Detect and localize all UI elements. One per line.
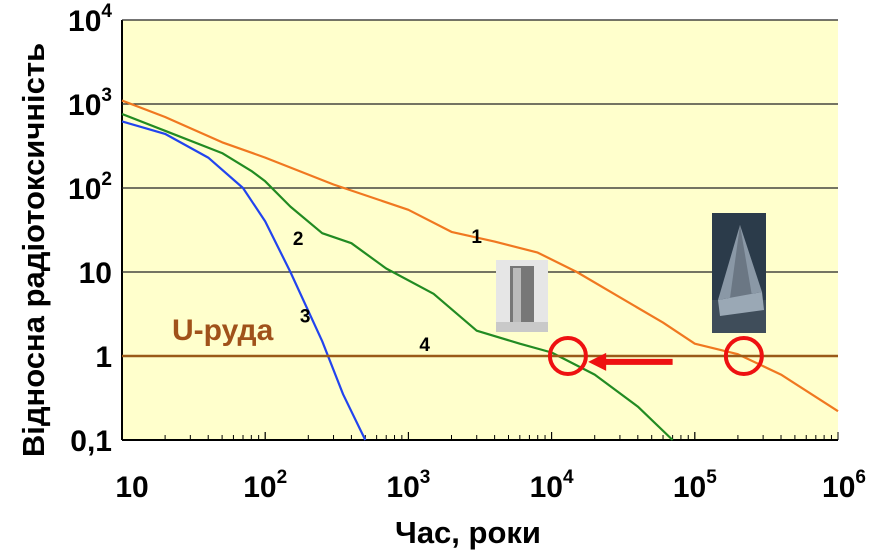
y-tick-label: 102 [68,169,112,206]
y-tick-label: 104 [68,1,112,38]
y-tick-label: 0,1 [70,425,112,458]
curve-label-1: 1 [471,227,482,248]
y-tick-label: 10 [79,257,112,290]
x-axis-title: Час, роки [395,515,541,550]
y-axis-title: Відносна радіотоксичність [16,43,51,457]
series-line-1 [121,99,839,413]
x-tick-label: 106 [822,467,866,504]
curve-label-3: 3 [300,307,311,328]
highlight-circle-2 [723,336,764,376]
x-tick-label: 102 [243,467,287,504]
repository-photo [712,213,766,333]
ore-label: U-руда [172,314,274,347]
x-tick-label: 105 [673,467,717,504]
container-photo [496,260,548,332]
x-tick-label: 104 [530,467,574,504]
series-line-2 [121,112,674,441]
x-tick-label: 103 [386,467,430,504]
y-tick-label: 103 [68,85,112,122]
curve-label-2: 2 [293,229,304,250]
highlight-circle-1 [547,336,588,376]
x-tick-label: 10 [115,471,148,504]
y-tick-label: 1 [95,341,112,374]
arrow-head [588,352,607,371]
curve-label-4: 4 [419,335,430,356]
series-line-3 [121,120,367,441]
